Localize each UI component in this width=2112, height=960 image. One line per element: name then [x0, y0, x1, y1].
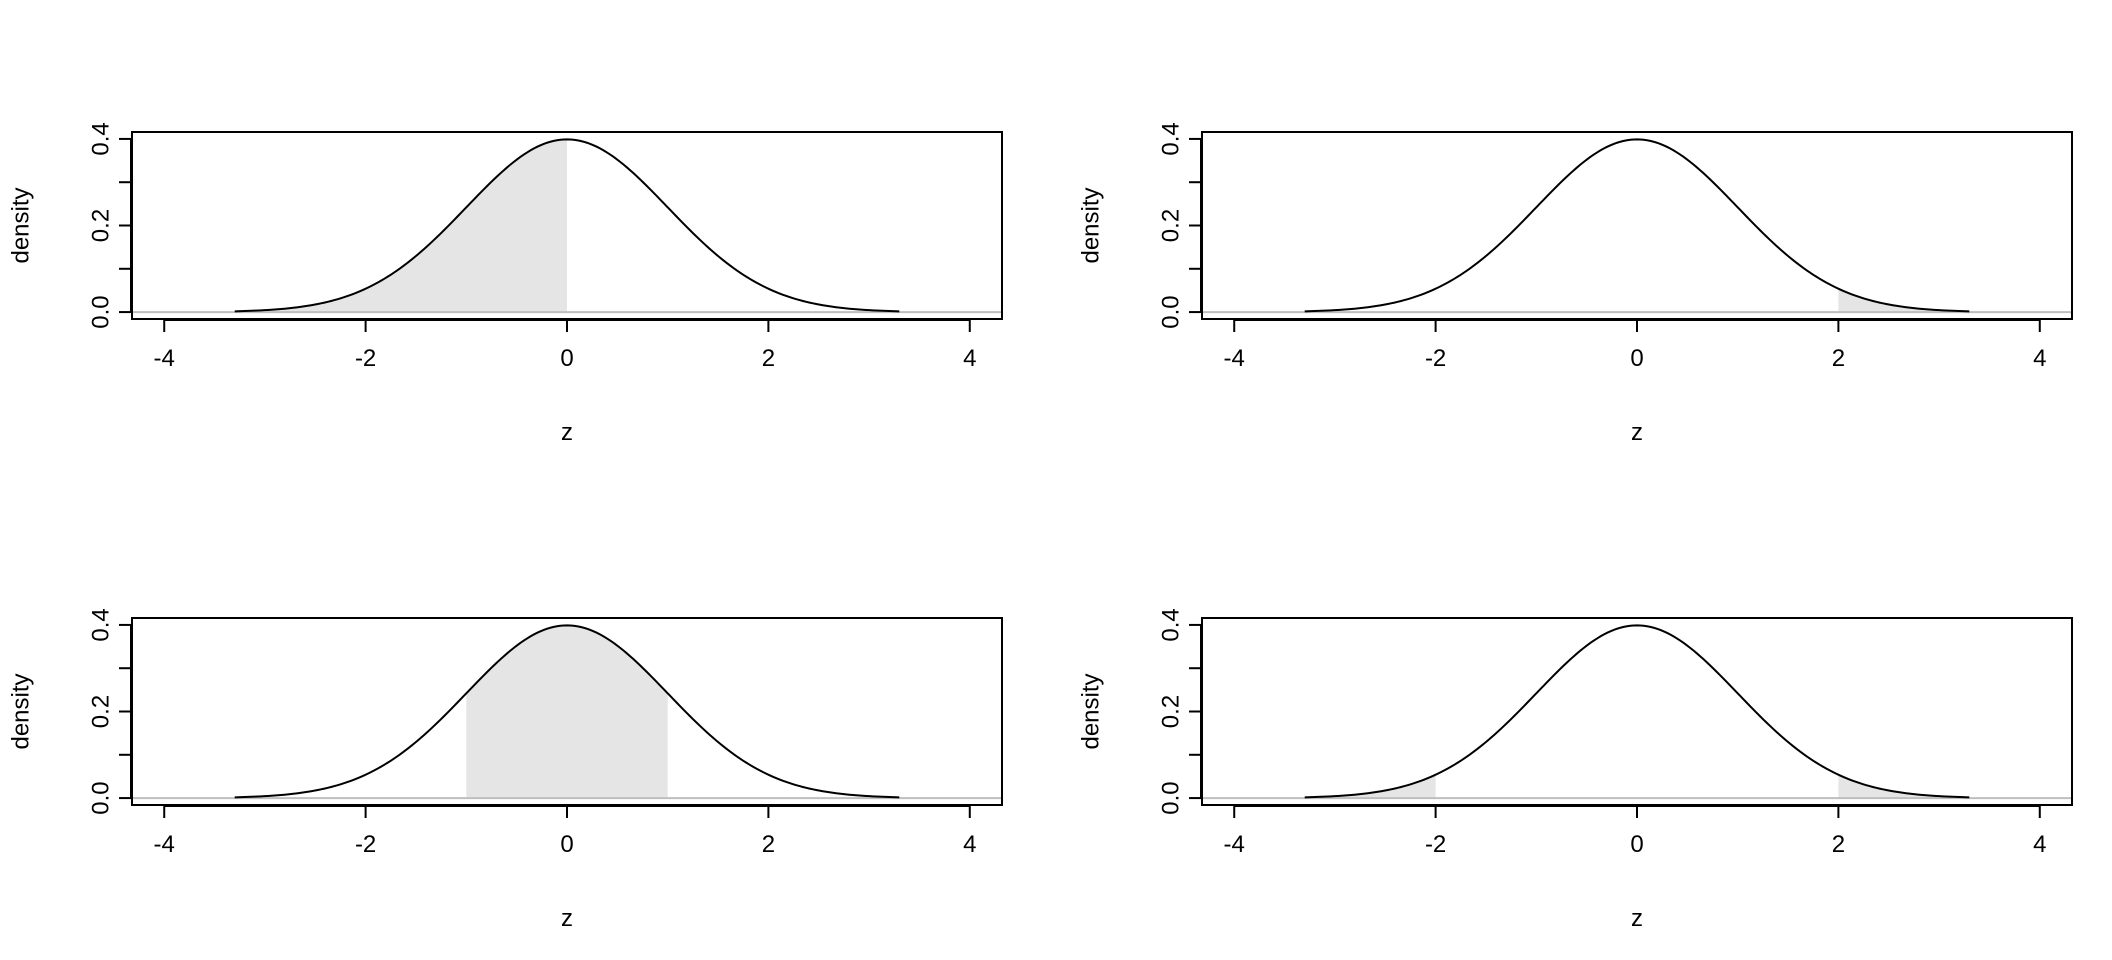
x-tick-label: -2 [1425, 831, 1446, 858]
shaded-region-1 [234, 139, 567, 313]
y-tick-label: 0.0 [1157, 781, 1184, 814]
chart-panel-1: -4 -2 0 2 4 0.0 0.2 0.4 z density [7, 122, 1003, 446]
chart-panel-4: -4 -2 0 2 4 0.0 0.2 0.4 z density [1077, 608, 2073, 932]
plot-frame [1201, 131, 2073, 320]
x-tick-label: -4 [154, 345, 175, 372]
y-tick-label: 0.4 [1157, 122, 1184, 155]
x-axis-label: z [1631, 905, 1643, 932]
plot-frame [1201, 617, 2073, 806]
chart-panel-3: -4 -2 0 2 4 0.0 0.2 0.4 z density [7, 608, 1003, 932]
x-tick-label: 2 [762, 831, 775, 858]
shaded-region-2 [1838, 774, 1970, 799]
y-tick-label: 0.2 [1157, 209, 1184, 242]
y-axis-label: density [1077, 187, 1104, 263]
y-tick-label: 0.0 [1157, 295, 1184, 328]
x-axis-label: z [1631, 419, 1643, 446]
x-tick-label: 4 [963, 831, 976, 858]
density-curve [1304, 138, 1970, 313]
y-tick-label: 0.0 [87, 295, 114, 328]
x-tick-label: -4 [154, 831, 175, 858]
x-tick-label: -4 [1224, 831, 1245, 858]
y-tick-label: 0.4 [1157, 608, 1184, 641]
x-tick-label: 0 [560, 831, 573, 858]
y-axis-label: density [7, 673, 34, 749]
x-tick-label: 0 [1630, 345, 1643, 372]
y-tick-label: 0.2 [87, 695, 114, 728]
x-axis-label: z [561, 905, 573, 932]
x-tick-label: 4 [2033, 345, 2046, 372]
x-tick-label: 4 [2033, 831, 2046, 858]
x-tick-label: 0 [560, 345, 573, 372]
density-curve [234, 138, 900, 313]
y-tick-label: 0.2 [1157, 695, 1184, 728]
y-tick-label: 0.4 [87, 608, 114, 641]
chart-panel-2: -4 -2 0 2 4 0.0 0.2 0.4 z density [1077, 122, 2073, 446]
x-tick-label: -4 [1224, 345, 1245, 372]
y-axis-label: density [1077, 673, 1104, 749]
y-tick-label: 0.4 [87, 122, 114, 155]
x-tick-label: -2 [355, 831, 376, 858]
x-axis-label: z [561, 419, 573, 446]
shaded-region-1 [1838, 288, 1970, 313]
x-tick-label: 2 [1832, 831, 1845, 858]
density-curve [1304, 624, 1970, 799]
shaded-region-1 [1304, 774, 1436, 799]
x-tick-label: 0 [1630, 831, 1643, 858]
x-tick-label: -2 [1425, 345, 1446, 372]
x-tick-label: 4 [963, 345, 976, 372]
shaded-region-1 [466, 625, 668, 799]
x-tick-label: 2 [762, 345, 775, 372]
x-tick-label: 2 [1832, 345, 1845, 372]
y-tick-label: 0.2 [87, 209, 114, 242]
y-tick-label: 0.0 [87, 781, 114, 814]
y-axis-label: density [7, 187, 34, 263]
density-curve [234, 624, 900, 799]
x-tick-label: -2 [355, 345, 376, 372]
